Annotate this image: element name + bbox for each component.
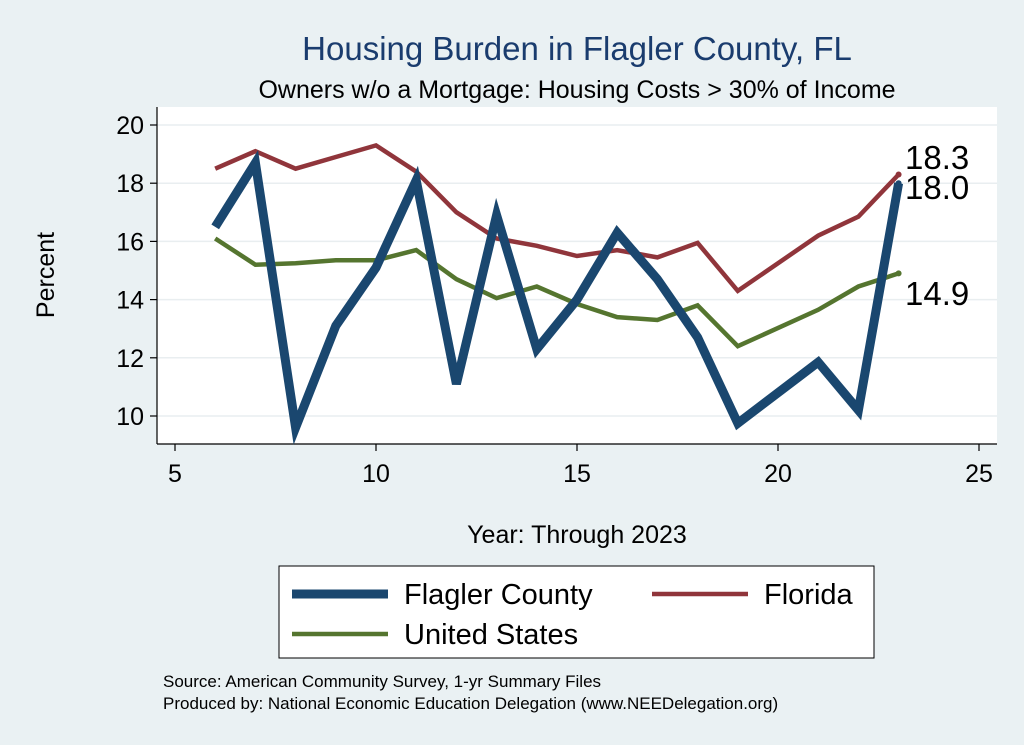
series-line-flagler-county bbox=[211, 150, 904, 445]
plot-area bbox=[157, 107, 997, 444]
y-tick-label: 10 bbox=[116, 403, 144, 431]
end-label-flagler-county: 18.0 bbox=[905, 169, 969, 206]
x-tick-label: 10 bbox=[362, 460, 390, 488]
series-line-florida bbox=[214, 142, 901, 294]
end-label-united-states: 14.9 bbox=[905, 275, 969, 312]
end-label-florida: 18.3 bbox=[905, 139, 969, 176]
series-endpoint-flagler-county bbox=[895, 180, 902, 187]
x-axis-ticks: 5 10 15 20 25 bbox=[168, 444, 993, 488]
producer-note: Produced by: National Economic Education… bbox=[163, 694, 778, 713]
series-endpoint-united-states bbox=[895, 270, 902, 277]
x-tick-label: 15 bbox=[563, 460, 591, 488]
y-tick-label: 20 bbox=[116, 112, 144, 140]
legend-label-florida: Florida bbox=[764, 579, 854, 611]
y-tick-label: 12 bbox=[116, 345, 144, 373]
x-tick-label: 25 bbox=[965, 460, 993, 488]
x-axis-title: Year: Through 2023 bbox=[467, 521, 687, 549]
y-tick-label: 18 bbox=[116, 170, 144, 198]
y-tick-label: 14 bbox=[116, 287, 144, 315]
series-endpoint-florida bbox=[895, 171, 902, 178]
legend: Flagler County Florida United States bbox=[292, 579, 854, 651]
source-note: Source: American Community Survey, 1-yr … bbox=[163, 672, 601, 691]
series-line-united-states bbox=[213, 236, 900, 349]
series-group bbox=[211, 142, 904, 445]
legend-box bbox=[278, 565, 875, 659]
legend-label-united-states: United States bbox=[404, 619, 578, 651]
y-tick-label: 16 bbox=[116, 228, 144, 256]
legend-label-flagler-county: Flagler County bbox=[404, 579, 593, 611]
end-labels: 18.018.3 14.9 bbox=[905, 139, 969, 312]
chart-subtitle: Owners w/o a Mortgage: Housing Costs > 3… bbox=[258, 76, 895, 104]
x-tick-label: 5 bbox=[168, 460, 182, 488]
chart-title: Housing Burden in Flagler County, FL bbox=[302, 30, 852, 67]
y-axis-title: Percent bbox=[32, 232, 60, 318]
y-axis-ticks: 10 12 14 16 18 20 bbox=[116, 112, 157, 431]
x-tick-label: 20 bbox=[764, 460, 792, 488]
